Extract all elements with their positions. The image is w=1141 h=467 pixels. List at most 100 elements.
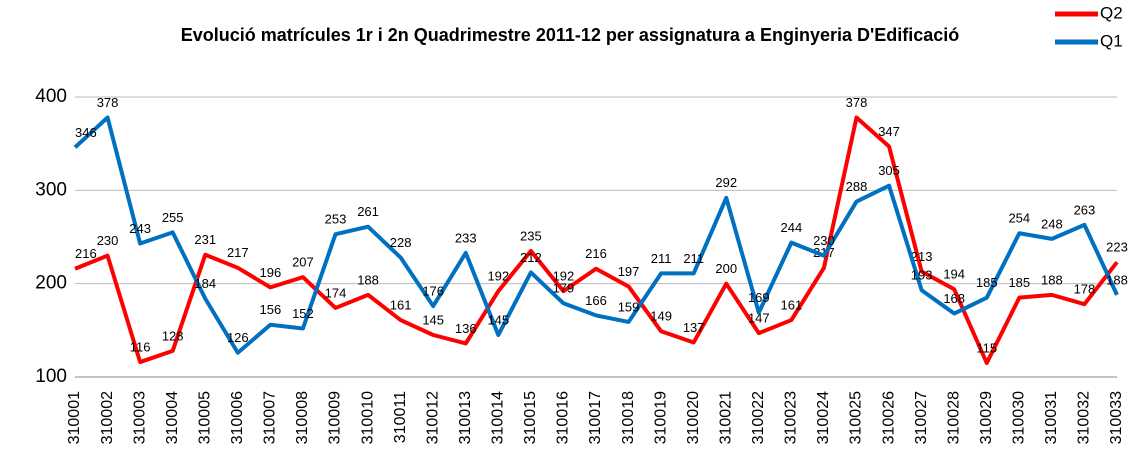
x-tick-label: 310002 (99, 391, 116, 444)
y-tick-label: 100 (35, 366, 67, 387)
data-label: 194 (943, 267, 965, 282)
data-label: 228 (390, 235, 412, 250)
y-tick-label: 300 (35, 179, 67, 200)
x-tick-label: 310020 (685, 391, 702, 444)
data-label: 200 (715, 261, 737, 276)
x-tick-label: 310023 (783, 391, 800, 444)
x-tick-label: 310025 (848, 391, 865, 444)
data-label: 212 (520, 250, 542, 265)
data-label: 263 (1074, 202, 1096, 217)
data-label: 147 (748, 311, 770, 326)
x-tick-label: 310030 (1011, 391, 1028, 444)
data-label: 168 (943, 291, 965, 306)
x-tick-label: 310008 (294, 391, 311, 444)
x-tick-label: 310016 (555, 391, 572, 444)
x-tick-label: 310019 (652, 391, 669, 444)
x-tick-label: 310001 (66, 391, 83, 444)
line-series (73, 115, 1119, 355)
data-label: 223 (1106, 240, 1128, 255)
data-label: 145 (487, 312, 509, 327)
data-label: 149 (650, 309, 672, 324)
x-tick-label: 310012 (424, 391, 441, 444)
x-tick-label: 310017 (587, 391, 604, 444)
data-label: 156 (260, 302, 282, 317)
data-label: 235 (520, 228, 542, 243)
data-label: 185 (976, 275, 998, 290)
x-tick-label: 310027 (913, 391, 930, 444)
x-tick-label: 310033 (1108, 391, 1125, 444)
data-label: 261 (357, 204, 379, 219)
data-label: 179 (553, 281, 575, 296)
x-tick-label: 310009 (327, 391, 344, 444)
data-label: 216 (585, 246, 607, 261)
data-label: 161 (781, 298, 803, 313)
x-tick-label: 310004 (164, 391, 181, 444)
data-label: 115 (976, 340, 997, 355)
data-label: 178 (1074, 282, 1096, 297)
data-label: 347 (878, 124, 900, 139)
data-label: 255 (162, 210, 184, 225)
x-tick-label: 310032 (1076, 391, 1093, 444)
x-tick-label: 310029 (978, 391, 995, 444)
x-tick-label: 310003 (131, 391, 148, 444)
data-label: 185 (1008, 275, 1030, 290)
data-label: 159 (618, 299, 640, 314)
data-label: 193 (911, 268, 933, 283)
data-label: 248 (1041, 216, 1063, 231)
x-tick-label: 310024 (815, 391, 832, 444)
data-label: 145 (422, 312, 444, 327)
data-label: 254 (1008, 211, 1030, 226)
data-label: 244 (781, 220, 803, 235)
data-label: 136 (455, 321, 477, 336)
x-tick-label: 310007 (262, 391, 279, 444)
x-tick-label: 310010 (359, 391, 376, 444)
data-label: 137 (683, 320, 705, 335)
x-tick-label: 310011 (392, 391, 409, 443)
data-label: 128 (162, 328, 184, 343)
x-tick-label: 310014 (490, 391, 507, 444)
data-label: 305 (878, 163, 900, 178)
x-tick-label: 310028 (945, 391, 962, 444)
x-tick-label: 310031 (1043, 391, 1060, 444)
data-label: 188 (1041, 272, 1063, 287)
data-label: 169 (748, 290, 770, 305)
data-label: 253 (325, 212, 347, 227)
data-label: 243 (129, 221, 151, 236)
x-tick-label: 310013 (457, 391, 474, 444)
chart-title: Evolució matrícules 1r i 2n Quadrimestre… (180, 25, 960, 45)
data-label: 166 (585, 293, 607, 308)
y-tick-label: 400 (35, 86, 67, 107)
data-label: 188 (357, 272, 379, 287)
x-tick-label: 310005 (196, 391, 213, 444)
data-label: 346 (75, 125, 97, 140)
data-label: 126 (227, 330, 249, 345)
data-label: 231 (194, 232, 216, 247)
data-label: 197 (618, 264, 640, 279)
x-tick-label: 310018 (620, 391, 637, 444)
x-tick-label: 310006 (229, 391, 246, 444)
data-label: 288 (846, 179, 868, 194)
data-label: 211 (651, 251, 672, 266)
x-tick-label: 310021 (717, 391, 734, 444)
data-label: 188 (1106, 272, 1128, 287)
data-label: 174 (325, 285, 347, 300)
data-label: 378 (846, 95, 868, 110)
data-label: 152 (292, 306, 314, 321)
data-label: 292 (715, 175, 737, 190)
data-label: 196 (260, 265, 282, 280)
legend-label: Q1 (1100, 31, 1123, 50)
data-label: 192 (487, 269, 509, 284)
data-label: 230 (97, 233, 119, 248)
line-series (74, 115, 1119, 365)
data-label: 161 (390, 298, 412, 313)
data-label: 378 (97, 95, 119, 110)
data-label: 192 (553, 269, 575, 284)
data-label: 176 (422, 284, 444, 299)
x-tick-label: 310026 (880, 391, 897, 444)
data-label: 217 (227, 245, 249, 260)
data-label: 116 (130, 340, 151, 355)
legend-label: Q2 (1100, 3, 1123, 22)
data-label: 211 (683, 251, 704, 266)
x-tick-label: 310022 (750, 391, 767, 444)
